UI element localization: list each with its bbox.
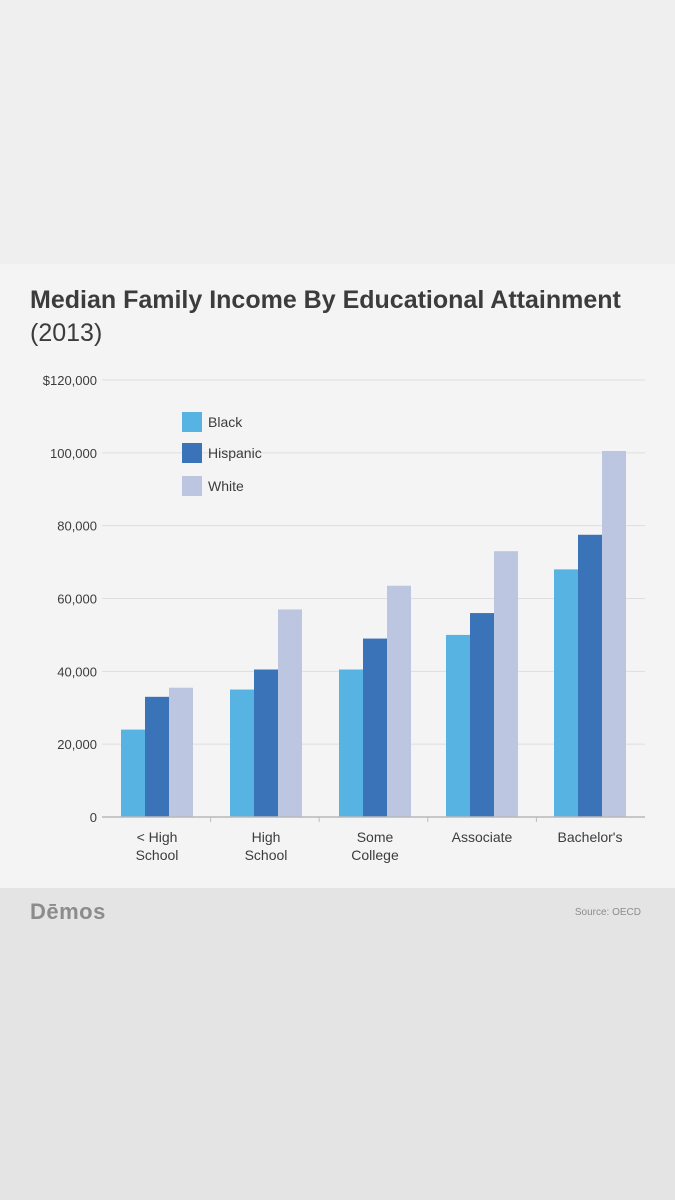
bar-white (494, 551, 518, 817)
x-tick-label: School (136, 847, 179, 863)
bar-black (339, 669, 363, 817)
legend-label-white: White (208, 478, 244, 494)
bar-hispanic (145, 696, 169, 817)
chart-title: Median Family Income By Educational Atta… (30, 284, 630, 350)
y-tick-label: 20,000 (57, 737, 97, 752)
y-tick-label: 0 (90, 810, 97, 825)
bar-white (602, 451, 626, 817)
x-tick-label: Associate (452, 829, 513, 845)
footer-band (0, 888, 675, 1200)
bar-hispanic (363, 638, 387, 817)
x-tick-label: Some (357, 829, 394, 845)
bar-white (169, 687, 193, 817)
bar-hispanic (254, 669, 278, 817)
bar-white (387, 585, 411, 817)
source-note: Source: OECD (574, 907, 641, 918)
x-tick-label: < High (137, 829, 178, 845)
y-tick-label: $120,000 (43, 373, 97, 388)
bar-hispanic (470, 613, 494, 817)
legend-swatch-white (182, 476, 202, 496)
legend-label-black: Black (208, 414, 243, 430)
chart-title-main: Median Family Income By Educational Atta… (30, 286, 621, 314)
y-tick-label: 60,000 (57, 592, 97, 607)
bar-black (554, 569, 578, 817)
y-tick-label: 100,000 (50, 446, 97, 461)
x-tick-label: College (351, 847, 399, 863)
legend-label-hispanic: Hispanic (208, 445, 262, 461)
y-tick-label: 80,000 (57, 519, 97, 534)
bar-white (278, 609, 302, 817)
bar-hispanic (578, 534, 602, 817)
y-tick-label: 40,000 (57, 664, 97, 679)
top-background (0, 0, 675, 264)
bar-black (230, 689, 254, 817)
bar-chart: 0 20,000 40,000 60,000 80,000 100,000 $120,000… (43, 373, 645, 863)
bar-black (446, 634, 470, 817)
x-tick-label: High (252, 829, 281, 845)
demos-logo: Dēmos (30, 899, 106, 924)
chart-title-year: (2013) (30, 319, 103, 347)
x-tick-label: School (245, 847, 288, 863)
bar-black (121, 729, 145, 817)
legend-swatch-black (182, 412, 202, 432)
x-tick-label: Bachelor's (558, 829, 623, 845)
legend-swatch-hispanic (182, 443, 202, 463)
